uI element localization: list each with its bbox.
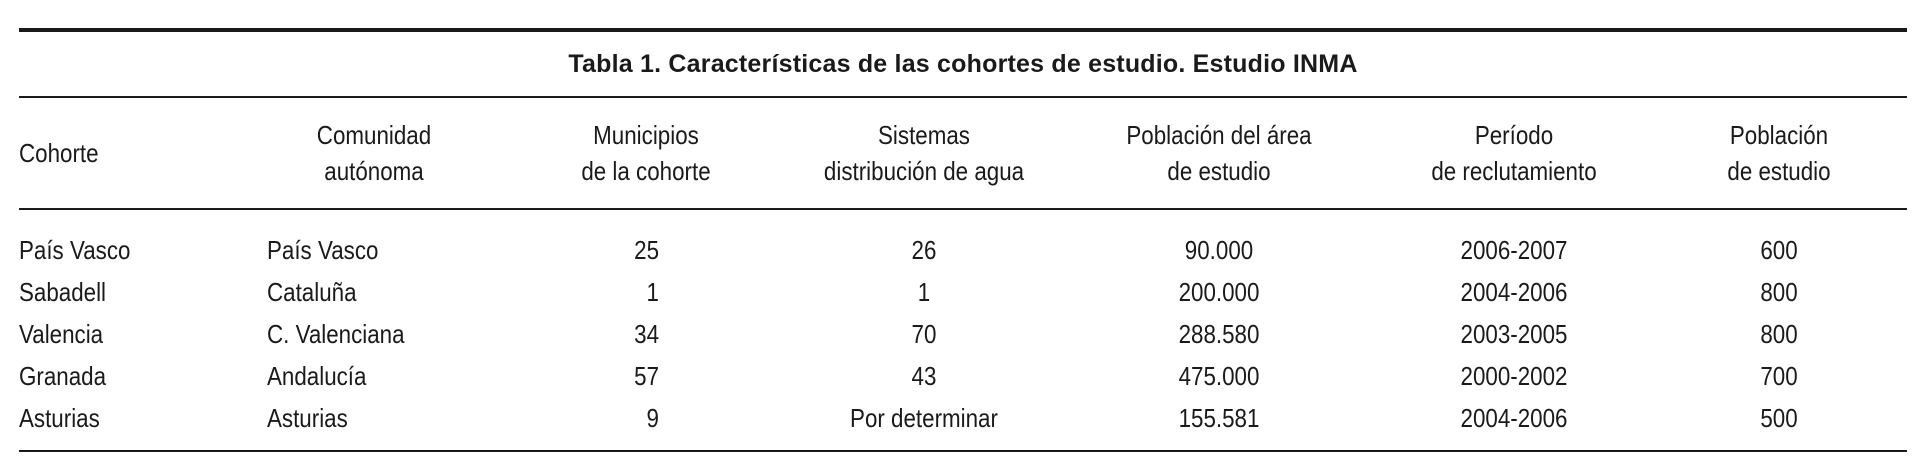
header-cohorte-line-1: Cohorte [19,138,99,168]
header-comunidad: Comunidad autónoma [285,117,462,189]
cell-poblacion-area: 90.000 [1184,235,1254,265]
cell-poblacion-estudio: 700 [1760,361,1798,391]
header-municipios-line-2: de la cohorte [581,156,711,186]
cell-periodo: 2006-2007 [1460,235,1568,265]
cell-municipios: 25 [634,235,659,265]
cell-periodo: 2004-2006 [1460,403,1568,433]
table-row: Sabadell Cataluña 1 1 200.000 2004-2006 … [19,271,1907,313]
header-comunidad-line-1: Comunidad [316,120,432,150]
cell-comunidad: País Vasco [267,235,379,265]
cell-cohorte: Valencia [19,319,104,349]
header-cohorte: Cohorte [19,135,99,171]
cell-cohorte: Asturias [19,403,100,433]
header-poblacion-area-line-1: Población del área [1126,120,1312,150]
cell-poblacion-area: 475.000 [1178,361,1260,391]
table-caption: Tabla 1. Características de las cohortes… [568,49,1358,78]
header-comunidad-line-2: autónoma [324,156,424,186]
cell-sistemas: 43 [911,361,937,391]
header-sistemas: Sistemas distribución de agua [804,117,1045,189]
cell-municipios: 57 [634,361,659,391]
cell-comunidad: Cataluña [267,277,357,307]
header-poblacion-estudio: Población de estudio [1693,117,1865,189]
cell-poblacion-area: 155.581 [1178,403,1260,433]
cell-periodo: 2004-2006 [1460,277,1568,307]
cell-cohorte: País Vasco [19,235,131,265]
top-rule [19,28,1907,32]
header-municipios: Municipios de la cohorte [560,117,732,189]
header-poblacion-area: Población del área de estudio [1107,117,1331,189]
cell-periodo: 2003-2005 [1460,319,1568,349]
table-header: Cohorte Comunidad autónoma Municipios de… [19,98,1907,208]
cell-sistemas: Por determinar [850,403,998,433]
caption-rule [19,96,1907,98]
header-poblacion-estudio-line-1: Población [1729,120,1829,150]
table-row: Asturias Asturias 9 Por determinar 155.5… [19,397,1907,439]
table-row: Granada Andalucía 57 43 475.000 2000-200… [19,355,1907,397]
header-poblacion-area-line-2: de estudio [1167,156,1271,186]
cell-comunidad: Asturias [267,403,348,433]
table-body: País Vasco País Vasco 25 26 90.000 2006-… [19,210,1907,450]
cell-comunidad: C. Valenciana [267,319,405,349]
cell-poblacion-area: 288.580 [1178,319,1260,349]
cell-poblacion-estudio: 800 [1760,277,1798,307]
data-table: Tabla 1. Características de las cohortes… [19,28,1907,452]
cell-poblacion-estudio: 500 [1760,403,1798,433]
cell-municipios: 34 [634,319,659,349]
header-periodo-line-2: de reclutamiento [1431,156,1597,186]
bottom-rule [19,450,1907,452]
cell-sistemas: 26 [911,235,937,265]
table-row: País Vasco País Vasco 25 26 90.000 2006-… [19,229,1907,271]
cell-poblacion-estudio: 800 [1760,319,1798,349]
cell-periodo: 2000-2002 [1460,361,1568,391]
cell-municipios: 9 [646,403,659,433]
cell-sistemas: 1 [917,277,931,307]
cell-cohorte: Granada [19,361,107,391]
cell-sistemas: 70 [911,319,937,349]
cell-poblacion-area: 200.000 [1178,277,1260,307]
header-periodo: Período de reclutamiento [1398,117,1630,189]
header-municipios-line-1: Municipios [593,120,699,150]
header-periodo-line-1: Período [1474,120,1554,150]
header-sistemas-line-2: distribución de agua [823,156,1025,186]
header-poblacion-estudio-line-2: de estudio [1727,156,1831,186]
cell-municipios: 1 [646,277,659,307]
header-sistemas-line-1: Sistemas [878,120,970,150]
cell-cohorte: Sabadell [19,277,107,307]
cell-comunidad: Andalucía [267,361,367,391]
cell-poblacion-estudio: 600 [1760,235,1798,265]
header-rule [19,208,1907,210]
table-row: Valencia C. Valenciana 34 70 288.580 200… [19,313,1907,355]
